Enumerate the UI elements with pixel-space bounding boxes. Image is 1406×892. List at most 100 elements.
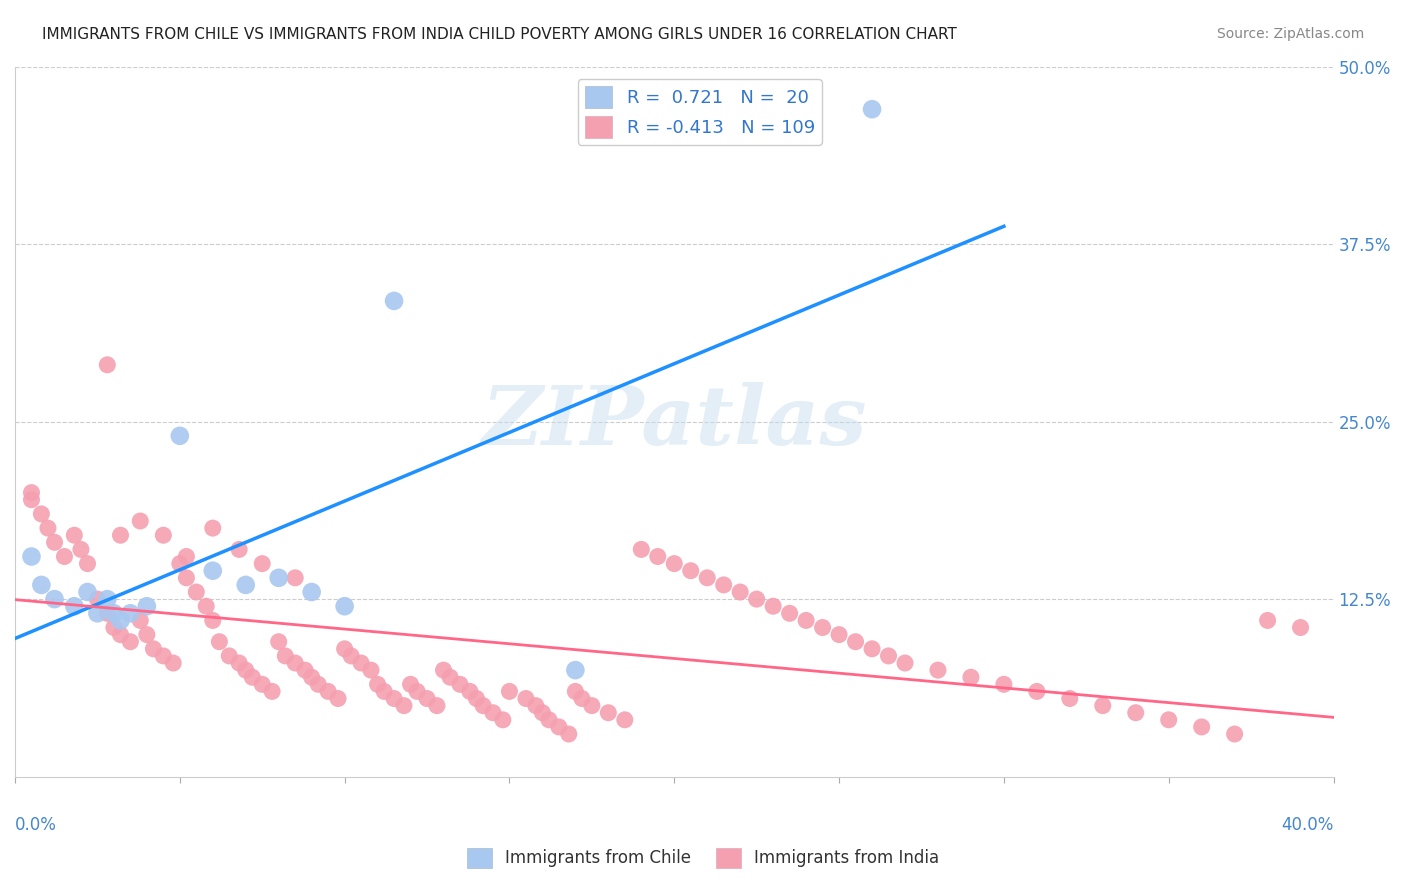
Text: 40.0%: 40.0% [1281, 815, 1333, 834]
Point [20, 485, 42, 500]
Point [142, 641, 165, 656]
Point [1025, 684, 1047, 698]
Point [86, 607, 108, 621]
Point [152, 528, 174, 542]
Point [76, 557, 98, 571]
Point [492, 713, 515, 727]
Point [176, 571, 198, 585]
Point [326, 691, 349, 706]
Point [307, 677, 329, 691]
Point [284, 571, 307, 585]
Point [630, 542, 652, 557]
Point [894, 656, 917, 670]
Point [779, 607, 801, 621]
Point [762, 599, 785, 614]
Point [350, 656, 373, 670]
Point [44, 592, 66, 607]
Point [169, 557, 191, 571]
Point [294, 663, 316, 677]
Point [96, 358, 118, 372]
Point [129, 614, 152, 628]
Point [382, 293, 405, 308]
Point [96, 607, 118, 621]
Point [37, 521, 59, 535]
Point [367, 677, 389, 691]
Point [63, 528, 86, 542]
Point [613, 713, 636, 727]
Point [96, 592, 118, 607]
Point [558, 727, 581, 741]
Point [696, 571, 718, 585]
Point [235, 578, 257, 592]
Point [186, 585, 208, 599]
Point [1091, 698, 1114, 713]
Point [664, 557, 686, 571]
Legend: R =  0.721   N =  20, R = -0.413   N = 109: R = 0.721 N = 20, R = -0.413 N = 109 [578, 79, 823, 145]
Point [647, 549, 669, 564]
Point [195, 599, 218, 614]
Point [1289, 620, 1312, 634]
Point [399, 677, 422, 691]
Point [267, 571, 290, 585]
Point [20, 549, 42, 564]
Point [360, 663, 382, 677]
Point [927, 663, 949, 677]
Point [426, 698, 449, 713]
Point [860, 102, 883, 116]
Point [86, 592, 108, 607]
Point [564, 663, 586, 677]
Point [472, 698, 495, 713]
Point [498, 684, 520, 698]
Point [465, 691, 488, 706]
Point [333, 599, 356, 614]
Point [201, 564, 224, 578]
Point [301, 585, 323, 599]
Point [103, 607, 125, 621]
Point [794, 614, 817, 628]
Point [284, 656, 307, 670]
Point [581, 698, 603, 713]
Point [439, 670, 461, 684]
Point [53, 549, 76, 564]
Point [860, 641, 883, 656]
Point [515, 691, 537, 706]
Point [537, 713, 560, 727]
Point [30, 507, 52, 521]
Point [1257, 614, 1279, 628]
Point [135, 627, 157, 641]
Point [235, 663, 257, 677]
Point [120, 607, 142, 621]
Point [333, 641, 356, 656]
Point [382, 691, 405, 706]
Point [252, 677, 274, 691]
Point [458, 684, 481, 698]
Point [110, 627, 132, 641]
Text: IMMIGRANTS FROM CHILE VS IMMIGRANTS FROM INDIA CHILD POVERTY AMONG GIRLS UNDER 1: IMMIGRANTS FROM CHILE VS IMMIGRANTS FROM… [42, 27, 957, 42]
Point [63, 599, 86, 614]
Point [169, 429, 191, 443]
Point [201, 614, 224, 628]
Point [201, 521, 224, 535]
Point [728, 585, 751, 599]
Point [274, 648, 297, 663]
Point [152, 648, 174, 663]
Point [373, 684, 395, 698]
Point [416, 691, 439, 706]
Point [135, 599, 157, 614]
Point [30, 578, 52, 592]
Text: ZIPatlas: ZIPatlas [481, 382, 868, 462]
Point [103, 620, 125, 634]
Point [228, 656, 250, 670]
Point [1059, 691, 1081, 706]
Point [316, 684, 339, 698]
Text: Source: ZipAtlas.com: Source: ZipAtlas.com [1216, 27, 1364, 41]
Legend: Immigrants from Chile, Immigrants from India: Immigrants from Chile, Immigrants from I… [460, 841, 946, 875]
Point [76, 585, 98, 599]
Point [432, 663, 454, 677]
Point [340, 648, 363, 663]
Point [828, 627, 851, 641]
Point [449, 677, 471, 691]
Point [406, 684, 429, 698]
Point [20, 492, 42, 507]
Point [548, 720, 571, 734]
